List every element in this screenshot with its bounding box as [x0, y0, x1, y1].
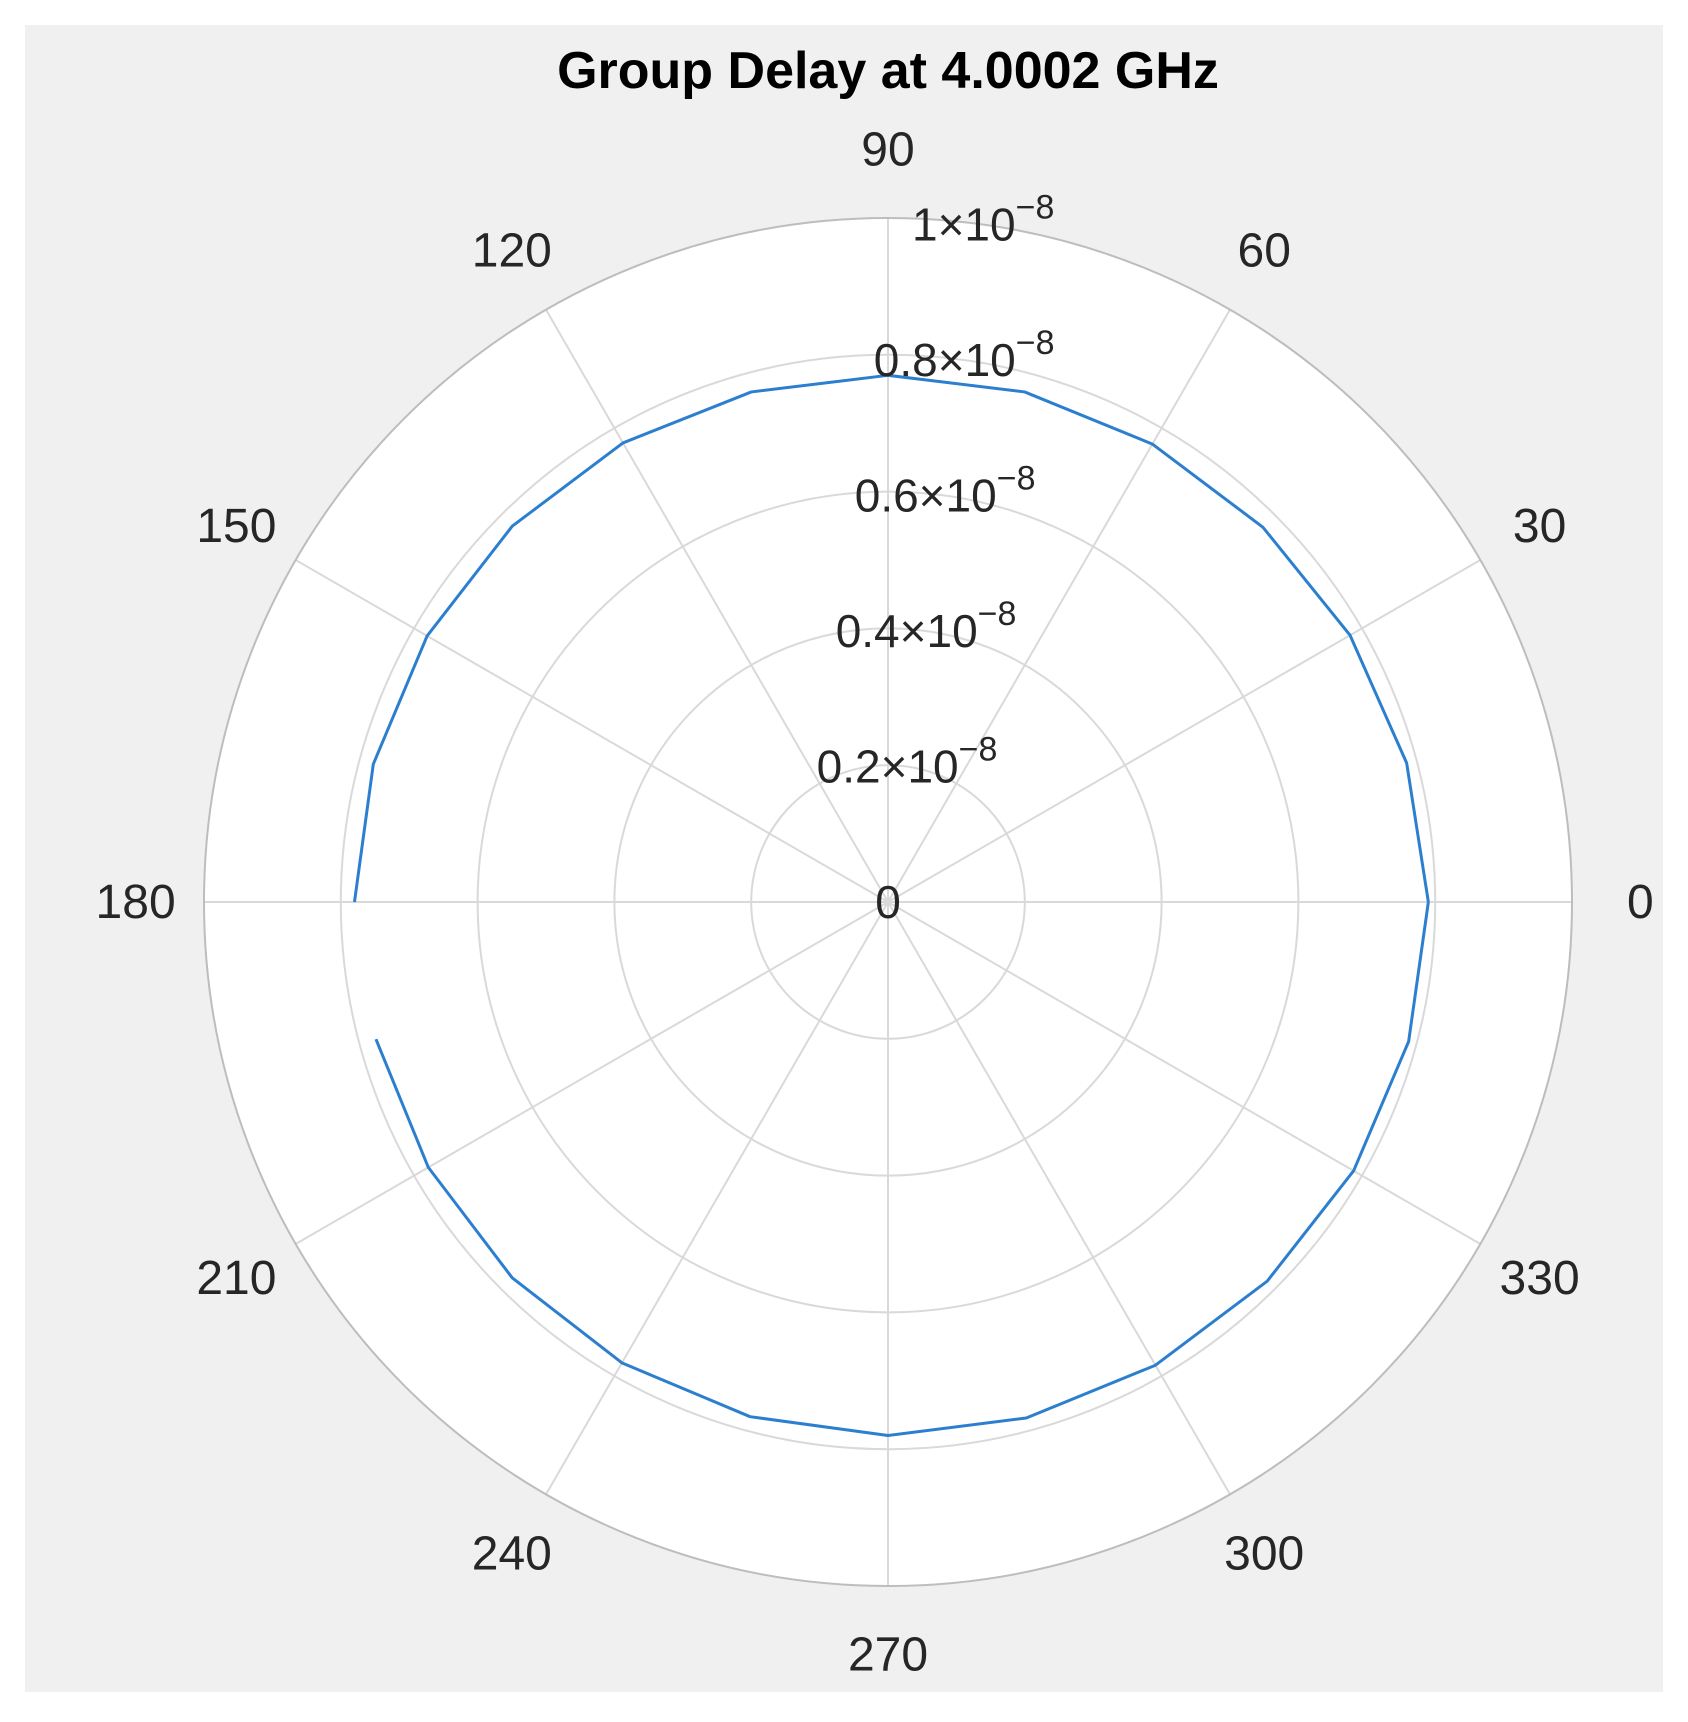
- r-tick-mantissa: 0.4×10: [836, 605, 978, 657]
- theta-tick-label: 60: [1238, 224, 1291, 277]
- theta-tick-label: 180: [96, 876, 176, 929]
- r-tick-label: 0.8×10−8: [874, 324, 1055, 386]
- grid-spoke: [545, 901, 889, 1495]
- r-tick-label: 0: [875, 876, 901, 928]
- data-series-layer: [352, 373, 1430, 1438]
- r-tick-mantissa: 0.6×10: [855, 470, 997, 522]
- r-tick-exponent: −8: [978, 595, 1017, 633]
- r-tick-mantissa: 0.2×10: [817, 741, 959, 793]
- theta-tick-label: 330: [1500, 1252, 1580, 1305]
- r-tick-exponent: −8: [959, 731, 998, 769]
- grid-spoke: [295, 559, 889, 903]
- polar-axes-outer-ring: [203, 217, 1573, 1587]
- grid-spoke: [295, 901, 889, 1245]
- r-tick-exponent: −8: [1016, 189, 1055, 227]
- theta-tick-label: 30: [1513, 500, 1566, 553]
- angular-grid-spokes: [204, 218, 1572, 1586]
- r-tick-label: 0.6×10−8: [855, 460, 1036, 522]
- grid-spoke: [887, 901, 1231, 1495]
- angular-tick-labels: 0 30 60 90 120 150 180 210 240 270 300 330: [96, 124, 1654, 1682]
- theta-tick-label: 150: [196, 500, 276, 553]
- r-tick-exponent: −8: [997, 460, 1036, 498]
- r-tick-label: 0.4×10−8: [836, 595, 1017, 657]
- r-tick-exponent: −8: [1016, 324, 1055, 362]
- theta-tick-label: 210: [196, 1252, 276, 1305]
- grid-spoke: [545, 309, 889, 903]
- grid-spoke: [887, 309, 1231, 903]
- theta-tick-label: 0: [1627, 876, 1654, 929]
- series-line: [352, 373, 1430, 1438]
- grid-spoke: [887, 901, 1481, 1245]
- chart-title: Group Delay at 4.0002 GHz: [557, 42, 1219, 100]
- r-tick-label: 1×10−8: [912, 189, 1054, 251]
- r-tick-mantissa: 1×10: [912, 199, 1016, 251]
- theta-tick-label: 240: [472, 1528, 552, 1581]
- r-tick-mantissa: 0.8×10: [874, 334, 1016, 386]
- theta-tick-label: 90: [861, 124, 914, 177]
- grid-spoke: [887, 559, 1481, 903]
- r-tick-label: 0.2×10−8: [817, 731, 998, 793]
- theta-tick-label: 270: [848, 1628, 928, 1681]
- theta-tick-label: 300: [1224, 1528, 1304, 1581]
- theta-tick-label: 120: [472, 224, 552, 277]
- radial-tick-labels: 00.2×10−80.4×10−80.6×10−80.8×10−81×10−8: [817, 189, 1055, 928]
